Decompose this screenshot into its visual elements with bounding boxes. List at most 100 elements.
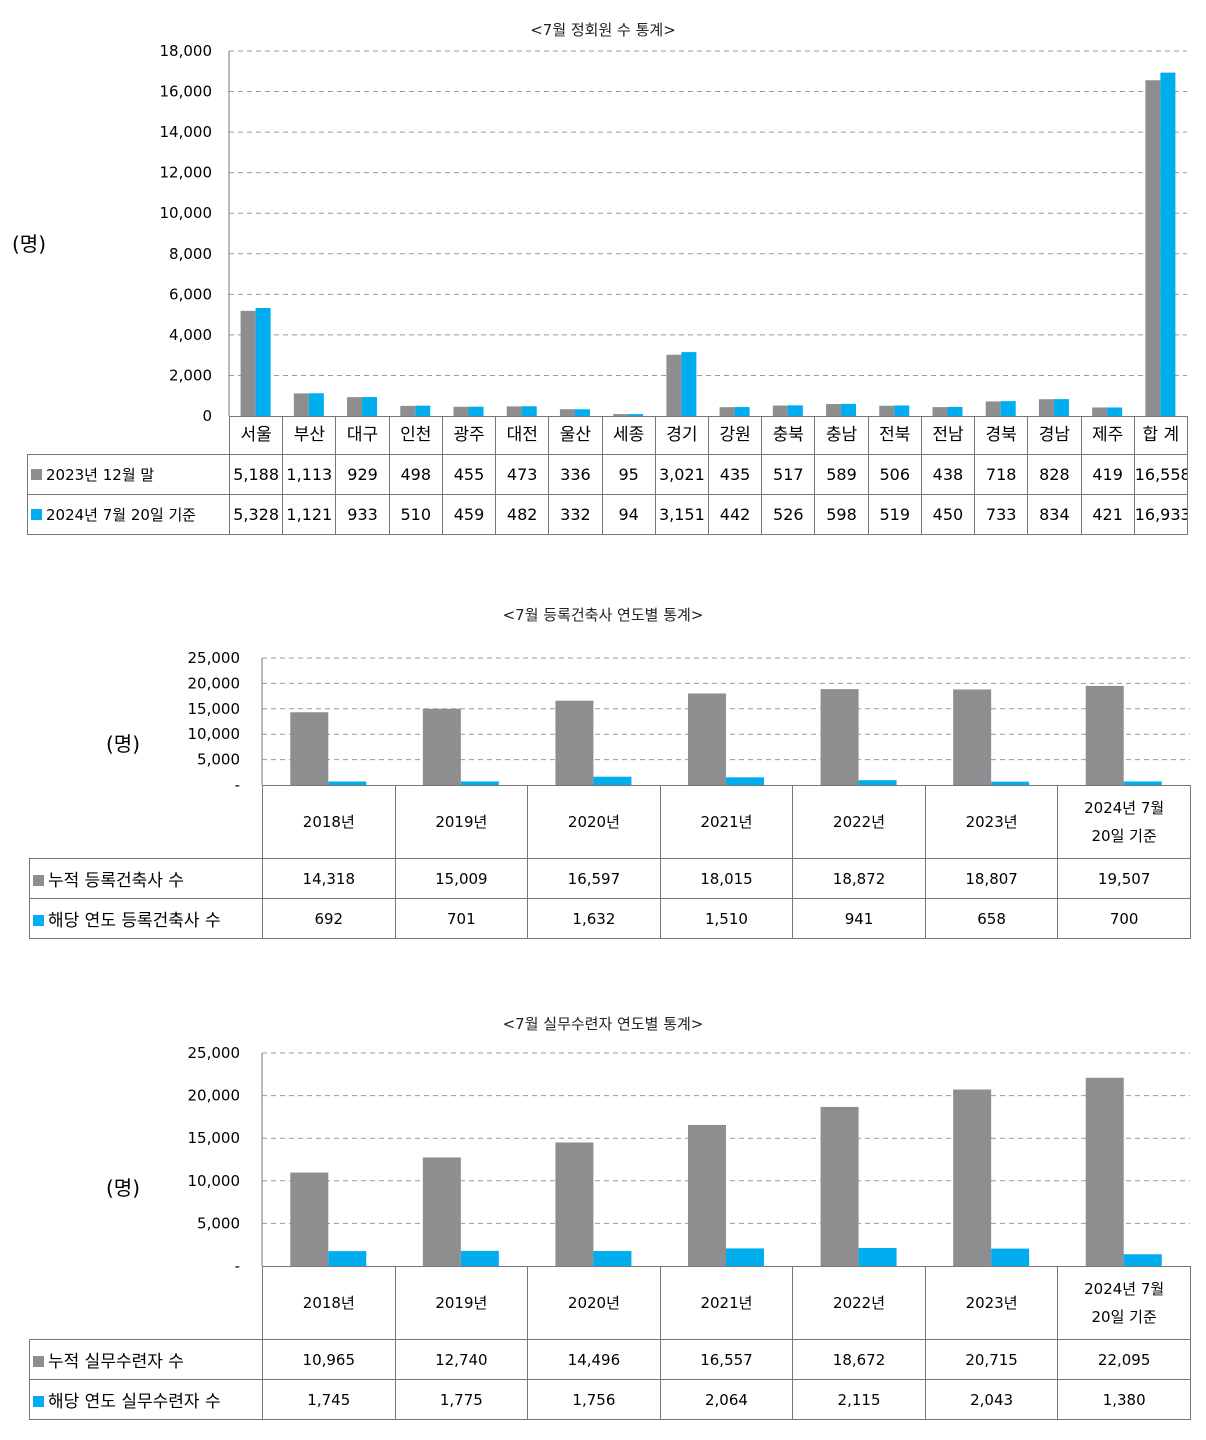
legend-label: 해당 연도 실무수련자 수 bbox=[48, 1392, 221, 1412]
chart-members: <7월 정회원 수 통계> (명) 0 2,000 4,000 6,000 8,000 1… bbox=[0, 0, 1206, 545]
data-label: 438 bbox=[920, 454, 976, 495]
y-tick-label: 10,000 bbox=[160, 204, 213, 222]
x-tick-label: 전남 bbox=[920, 416, 976, 455]
data-label: 10,965 bbox=[262, 1339, 396, 1380]
bar-series2 bbox=[726, 1248, 764, 1266]
data-label: 1,510 bbox=[659, 898, 794, 939]
data-label: 336 bbox=[548, 454, 603, 495]
bar-series2 bbox=[415, 405, 431, 416]
bar-series2 bbox=[521, 406, 537, 416]
legend-label: 2023년 12월 말 bbox=[46, 466, 155, 484]
x-tick-label: 합 계 bbox=[1133, 416, 1188, 455]
data-label: 442 bbox=[707, 494, 763, 535]
data-label: 933 bbox=[335, 494, 390, 535]
legend-label: 해당 연도 등록건축사 수 bbox=[48, 911, 221, 931]
bar-series2 bbox=[894, 405, 910, 416]
y-axis-label: (명) bbox=[106, 732, 141, 756]
data-label: 5,188 bbox=[228, 454, 284, 495]
x-tick-label: 2022년 bbox=[792, 1266, 926, 1340]
bar-series2 bbox=[858, 1247, 897, 1266]
table-row: 누적 실무수련자 수 10,965 12,740 14,496 16,557 18,672… bbox=[29, 1339, 1191, 1380]
legend-key bbox=[33, 915, 44, 926]
bar-series2 bbox=[1107, 407, 1123, 416]
data-table: 서울 부산 대구 인천 광주 대전 울산 세종 경기 강원 충북 충남 전북 전남 경북 경남 제주 합 계 202… bbox=[27, 416, 1188, 535]
x-tick-label: 충남 bbox=[814, 416, 869, 455]
legend-key bbox=[33, 1396, 44, 1407]
data-label: 14,318 bbox=[262, 858, 396, 899]
legend-entry: 2024년 7월 20일 기준 bbox=[27, 494, 230, 535]
data-label: 2,064 bbox=[659, 1379, 794, 1420]
data-label: 1,745 bbox=[262, 1379, 396, 1420]
data-label: 701 bbox=[394, 898, 529, 939]
legend-key bbox=[31, 509, 42, 520]
y-tick-label: 14,000 bbox=[160, 123, 213, 141]
x-tick-label: 강원 bbox=[707, 416, 763, 455]
data-label: 15,009 bbox=[394, 858, 529, 899]
bar-series2 bbox=[991, 781, 1030, 785]
x-tick-label: 제주 bbox=[1080, 416, 1135, 455]
bar-series1 bbox=[347, 397, 363, 416]
data-label: 1,380 bbox=[1057, 1379, 1191, 1420]
x-tick-label: 2020년 bbox=[527, 1266, 661, 1340]
data-label: 1,121 bbox=[282, 494, 337, 535]
bar-series2 bbox=[841, 403, 857, 416]
y-tick-label: 25,000 bbox=[188, 649, 241, 667]
table-row: 2023년 12월 말 5,188 1,113 929 498 455 473 336 95 3,… bbox=[27, 454, 1188, 495]
bar-series1 bbox=[555, 700, 594, 785]
x-tick-label: 2018년 bbox=[262, 785, 396, 859]
x-tick-label: 경기 bbox=[654, 416, 709, 455]
y-tick-label: 5,000 bbox=[197, 1214, 240, 1232]
bar-series2 bbox=[460, 781, 499, 785]
legend-key bbox=[33, 1356, 44, 1367]
table-corner bbox=[29, 785, 263, 859]
data-label: 517 bbox=[761, 454, 816, 495]
y-tick-label: 4,000 bbox=[169, 326, 212, 344]
bar-series1 bbox=[820, 1106, 859, 1266]
table-corner bbox=[27, 416, 230, 455]
legend-label: 누적 실무수련자 수 bbox=[48, 1352, 184, 1372]
bar-series1 bbox=[1085, 1077, 1124, 1266]
data-label: 1,632 bbox=[527, 898, 661, 939]
bar-series1 bbox=[879, 405, 895, 416]
data-label: 510 bbox=[388, 494, 443, 535]
x-tick-label: 2021년 bbox=[659, 1266, 794, 1340]
data-label: 658 bbox=[924, 898, 1059, 939]
bar-series1 bbox=[422, 708, 461, 785]
y-tick-label: 10,000 bbox=[188, 1172, 241, 1190]
bar-series2 bbox=[255, 307, 271, 416]
data-label: 18,015 bbox=[659, 858, 794, 899]
data-label: 18,672 bbox=[792, 1339, 926, 1380]
x-tick-label: 2024년 7월 20일 기준 bbox=[1057, 1266, 1191, 1340]
data-label: 19,507 bbox=[1057, 858, 1191, 899]
x-tick-label: 대전 bbox=[495, 416, 550, 455]
data-label: 506 bbox=[867, 454, 922, 495]
bar-series2 bbox=[574, 409, 590, 416]
bar-series2 bbox=[460, 1250, 499, 1266]
table-corner bbox=[29, 1266, 263, 1340]
bar-series2 bbox=[328, 781, 367, 785]
bar-series1 bbox=[985, 401, 1001, 416]
data-label: 12,740 bbox=[394, 1339, 529, 1380]
data-label: 16,557 bbox=[659, 1339, 794, 1380]
y-tick-label: 18,000 bbox=[160, 42, 213, 60]
x-tick-label: 2023년 bbox=[924, 1266, 1059, 1340]
legend-entry: 해당 연도 실무수련자 수 bbox=[29, 1379, 263, 1420]
data-label: 692 bbox=[262, 898, 396, 939]
data-label: 435 bbox=[707, 454, 763, 495]
data-label: 421 bbox=[1080, 494, 1135, 535]
bar-series2 bbox=[1123, 781, 1162, 785]
x-tick-label: 경남 bbox=[1027, 416, 1082, 455]
bar-series1 bbox=[1145, 80, 1161, 417]
x-tick-label: 경북 bbox=[974, 416, 1029, 455]
bar-series1 bbox=[1038, 399, 1054, 416]
bar-series2 bbox=[328, 1251, 367, 1266]
bar-series2 bbox=[787, 405, 803, 416]
x-tick-label: 2019년 bbox=[394, 785, 529, 859]
data-label: 20,715 bbox=[924, 1339, 1059, 1380]
bar-series1 bbox=[719, 407, 735, 416]
bar-series1 bbox=[422, 1157, 461, 1266]
bar-series1 bbox=[666, 354, 682, 416]
x-tick-label: 2018년 bbox=[262, 1266, 396, 1340]
data-label: 455 bbox=[441, 454, 497, 495]
x-tick-label: 2024년 7월 20일 기준 bbox=[1057, 785, 1191, 859]
